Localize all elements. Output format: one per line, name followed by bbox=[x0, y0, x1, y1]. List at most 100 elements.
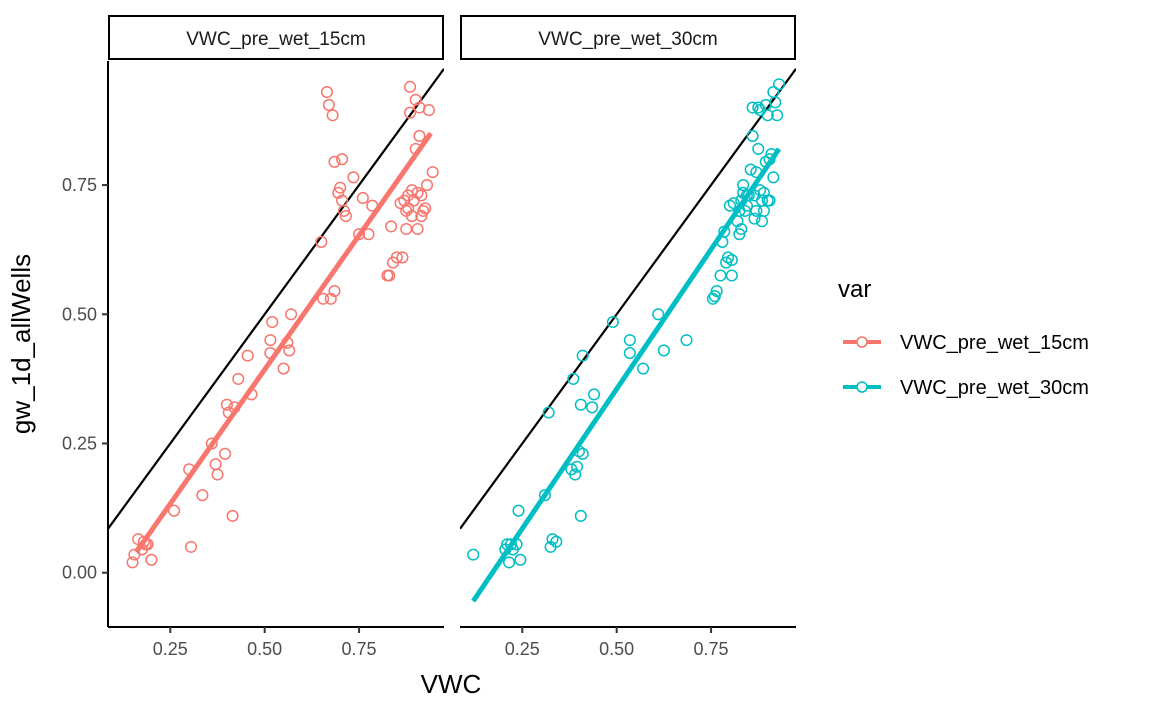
data-point bbox=[503, 556, 516, 569]
data-point bbox=[767, 85, 780, 99]
data-point bbox=[750, 204, 763, 217]
data-point bbox=[285, 308, 298, 321]
y-axis-title: gw_1d_allWells bbox=[6, 254, 36, 434]
legend-label-15cm: VWC_pre_wet_15cm bbox=[900, 332, 1089, 354]
data-point bbox=[606, 315, 619, 329]
data-point bbox=[264, 334, 277, 347]
data-point bbox=[415, 210, 428, 223]
x-tick-label: 0.75 bbox=[694, 639, 729, 659]
data-point bbox=[746, 101, 759, 114]
data-point bbox=[417, 204, 430, 217]
data-point bbox=[757, 186, 770, 199]
data-point bbox=[126, 556, 139, 569]
data-point bbox=[218, 447, 232, 460]
data-point bbox=[334, 181, 347, 194]
data-point bbox=[708, 290, 721, 303]
data-point bbox=[390, 251, 403, 264]
data-point bbox=[426, 166, 439, 179]
data-point bbox=[403, 80, 417, 93]
data-point bbox=[706, 292, 719, 305]
data-point bbox=[326, 109, 339, 122]
data-point bbox=[241, 349, 254, 362]
data-point bbox=[512, 504, 525, 517]
data-point bbox=[514, 553, 527, 566]
x-axis-title: VWC bbox=[421, 669, 482, 699]
legend-item-30cm: VWC_pre_wet_30cm bbox=[843, 377, 1089, 399]
panel-plot-area bbox=[460, 68, 796, 603]
data-point bbox=[763, 194, 776, 207]
data-point bbox=[737, 179, 750, 192]
data-point bbox=[347, 171, 360, 184]
data-point bbox=[400, 222, 413, 236]
facet-strip bbox=[108, 15, 444, 60]
data-point bbox=[725, 253, 738, 267]
data-point bbox=[733, 228, 746, 241]
data-point bbox=[727, 197, 740, 210]
y-tick-label: 0.50 bbox=[62, 304, 97, 324]
data-point bbox=[586, 401, 599, 414]
data-point bbox=[757, 204, 770, 217]
data-point bbox=[283, 344, 296, 357]
data-point bbox=[744, 163, 757, 176]
data-point bbox=[748, 212, 761, 225]
data-point bbox=[769, 96, 782, 109]
data-point bbox=[569, 468, 582, 481]
legend: var VWC_pre_wet_15cm VWC_pre_wet_30cm bbox=[838, 276, 1089, 399]
legend-item-15cm: VWC_pre_wet_15cm bbox=[843, 332, 1089, 354]
data-point bbox=[657, 344, 670, 357]
data-point bbox=[324, 292, 337, 305]
data-point bbox=[266, 315, 279, 329]
data-point bbox=[411, 222, 424, 236]
x-tick-label: 0.25 bbox=[505, 639, 540, 659]
data-point bbox=[413, 129, 426, 142]
y-tick-label: 0.25 bbox=[62, 434, 97, 454]
data-point bbox=[317, 292, 330, 305]
data-point bbox=[328, 155, 341, 168]
panel-plot-area bbox=[108, 68, 444, 569]
data-point bbox=[587, 388, 601, 401]
data-point bbox=[337, 204, 351, 217]
data-point bbox=[623, 346, 636, 360]
data-point bbox=[320, 85, 334, 99]
data-point bbox=[637, 362, 650, 375]
fit-line bbox=[134, 131, 433, 554]
data-point bbox=[405, 210, 418, 223]
data-point bbox=[226, 509, 239, 522]
data-point bbox=[196, 489, 209, 502]
data-point bbox=[680, 334, 693, 347]
data-point bbox=[420, 179, 434, 192]
data-point bbox=[538, 489, 551, 502]
data-point bbox=[746, 129, 759, 142]
data-point bbox=[752, 142, 765, 155]
legend-title: var bbox=[838, 276, 871, 303]
reference-line bbox=[460, 68, 796, 530]
data-point bbox=[232, 372, 245, 385]
data-point bbox=[576, 447, 589, 460]
data-point bbox=[209, 458, 222, 471]
reference-line bbox=[108, 68, 444, 530]
data-point bbox=[419, 202, 432, 215]
data-point bbox=[168, 504, 181, 517]
data-point bbox=[652, 308, 665, 321]
data-point bbox=[336, 153, 349, 166]
data-point bbox=[720, 256, 733, 269]
fit-line bbox=[471, 147, 782, 603]
data-point bbox=[383, 269, 396, 282]
data-point bbox=[767, 171, 780, 184]
data-point bbox=[277, 362, 290, 375]
data-point bbox=[211, 468, 224, 481]
data-point bbox=[752, 101, 765, 114]
data-point bbox=[550, 535, 563, 548]
data-point bbox=[328, 284, 341, 298]
data-point bbox=[576, 349, 589, 362]
facet-strip bbox=[460, 15, 796, 60]
panel-vwc-30cm: VWC_pre_wet_30cm 0.25 0.50 0.75 bbox=[460, 15, 796, 659]
data-point bbox=[356, 191, 369, 205]
data-point bbox=[422, 104, 435, 117]
data-point bbox=[403, 106, 417, 119]
data-point bbox=[574, 509, 587, 522]
data-point bbox=[772, 78, 786, 91]
data-point bbox=[623, 334, 636, 347]
